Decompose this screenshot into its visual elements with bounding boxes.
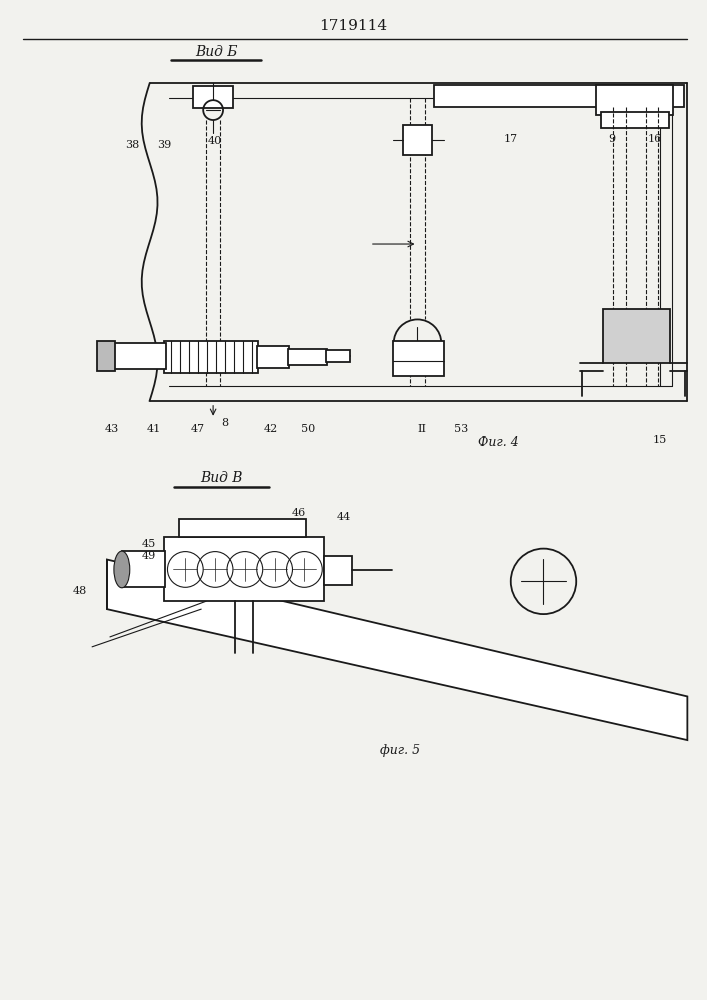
Text: 48: 48 <box>73 586 87 596</box>
Bar <box>402 125 433 155</box>
Polygon shape <box>107 560 687 740</box>
Text: 41: 41 <box>146 424 160 434</box>
Bar <box>434 85 684 107</box>
Text: 40: 40 <box>208 136 222 146</box>
Bar <box>326 350 350 362</box>
Bar <box>257 346 288 368</box>
Text: 8: 8 <box>221 418 228 428</box>
Text: Вид Б: Вид Б <box>195 45 238 59</box>
Text: 45: 45 <box>141 539 156 549</box>
Bar <box>392 341 444 376</box>
Text: 49: 49 <box>141 551 156 561</box>
Bar <box>163 537 325 601</box>
Ellipse shape <box>114 551 130 588</box>
Text: 15: 15 <box>653 435 667 445</box>
Bar <box>112 343 166 369</box>
Text: фиг. 5: фиг. 5 <box>380 744 420 757</box>
Text: 9: 9 <box>609 134 616 144</box>
Bar <box>193 86 233 108</box>
Bar <box>601 112 669 128</box>
Text: 42: 42 <box>264 424 278 434</box>
Bar <box>288 349 327 365</box>
Text: 16: 16 <box>648 134 662 144</box>
Text: 17: 17 <box>503 134 518 144</box>
Bar <box>596 85 674 115</box>
Bar <box>325 556 352 585</box>
Text: 39: 39 <box>158 140 172 150</box>
Text: 50: 50 <box>301 424 315 434</box>
Bar <box>180 519 306 537</box>
Bar <box>163 341 258 373</box>
Text: 47: 47 <box>191 424 205 434</box>
Text: Вид В: Вид В <box>200 471 243 485</box>
Text: 46: 46 <box>291 508 305 518</box>
Bar <box>97 341 115 371</box>
Text: II: II <box>417 424 426 434</box>
Text: 43: 43 <box>105 424 119 434</box>
Text: 1719114: 1719114 <box>319 19 387 33</box>
Text: Фиг. 4: Фиг. 4 <box>479 436 519 449</box>
Text: 38: 38 <box>124 140 139 150</box>
Text: 44: 44 <box>337 512 351 522</box>
Text: 53: 53 <box>454 424 468 434</box>
Bar <box>122 551 165 587</box>
Bar <box>603 309 670 363</box>
